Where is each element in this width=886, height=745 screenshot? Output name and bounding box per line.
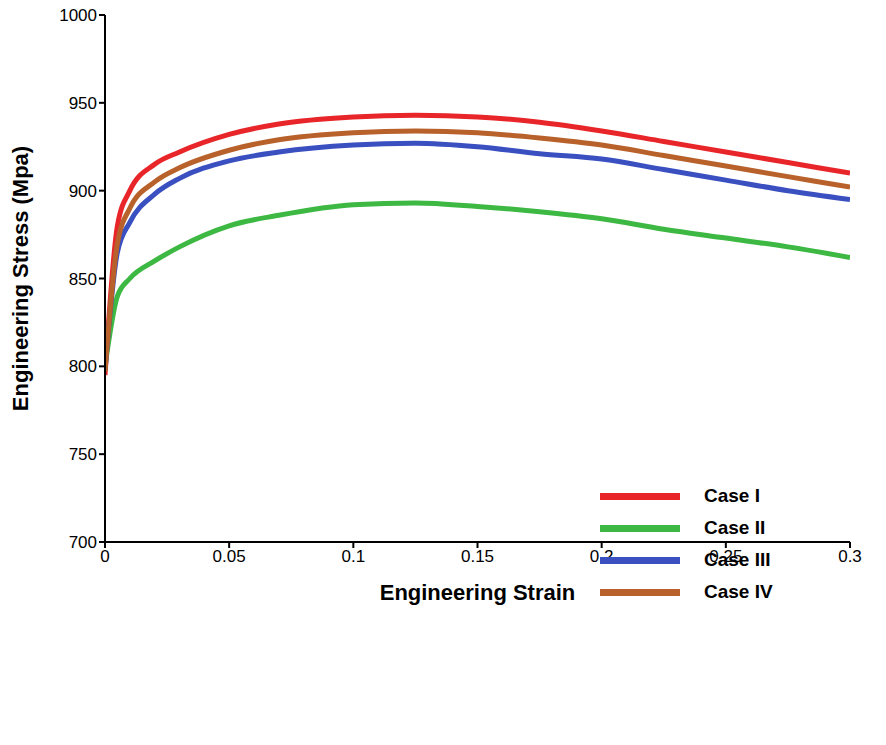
svg-text:1000: 1000 (59, 6, 97, 25)
svg-text:700: 700 (69, 533, 97, 552)
svg-text:0.2: 0.2 (590, 547, 614, 566)
svg-text:Engineering Strain: Engineering Strain (380, 580, 576, 605)
svg-text:0.25: 0.25 (709, 547, 742, 566)
svg-text:950: 950 (69, 94, 97, 113)
svg-text:800: 800 (69, 357, 97, 376)
svg-text:900: 900 (69, 182, 97, 201)
svg-text:0: 0 (100, 547, 109, 566)
svg-text:750: 750 (69, 445, 97, 464)
svg-text:0.15: 0.15 (461, 547, 494, 566)
svg-text:0.1: 0.1 (342, 547, 366, 566)
svg-text:0.05: 0.05 (213, 547, 246, 566)
svg-text:Engineering Stress (Mpa): Engineering Stress (Mpa) (8, 146, 33, 411)
svg-text:850: 850 (69, 270, 97, 289)
svg-text:0.3: 0.3 (838, 547, 862, 566)
